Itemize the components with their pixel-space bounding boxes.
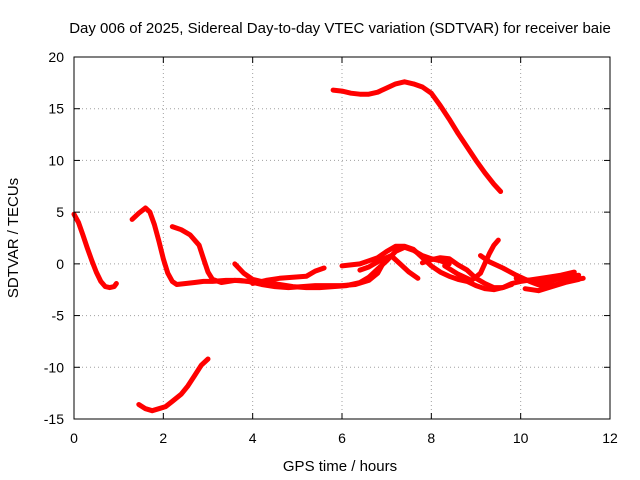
y-tick-label: 5 (56, 204, 64, 220)
y-tick-label: 15 (48, 101, 64, 117)
series-arc-8 (419, 255, 577, 291)
x-tick-label: 12 (602, 430, 618, 446)
x-tick-label: 6 (338, 430, 346, 446)
x-tick-label: 2 (159, 430, 167, 446)
y-tick-label: 10 (48, 152, 64, 168)
chart-title: Day 006 of 2025, Sidereal Day-to-day VTE… (69, 20, 611, 37)
x-tick-label: 10 (513, 430, 529, 446)
x-axis-title: GPS time / hours (283, 458, 397, 475)
y-tick-label: -15 (44, 411, 64, 427)
y-tick-label: 0 (56, 256, 64, 272)
series-arc-14 (136, 356, 211, 414)
tick-layer: 0 2 4 6 8 10 12 -15 -10 -5 0 5 10 15 20 (44, 49, 618, 446)
series-layer (71, 79, 586, 414)
x-tick-label: 8 (427, 430, 435, 446)
grid-layer (74, 57, 610, 419)
series-arc-11 (513, 272, 582, 285)
series-arc-12 (522, 276, 582, 294)
series-arc-2 (129, 205, 251, 287)
series-arc-9 (442, 237, 501, 283)
series-arc-1 (71, 211, 119, 291)
y-tick-label: -5 (52, 308, 65, 324)
x-tick-label: 0 (70, 430, 78, 446)
series-arc-13 (330, 79, 504, 194)
x-tick-label: 4 (249, 430, 257, 446)
y-tick-label: -10 (44, 359, 64, 375)
y-axis-title: SDTVAR / TECUs (5, 178, 22, 298)
series-arc-7 (357, 253, 421, 281)
series-arc-5 (250, 265, 327, 286)
y-tick-label: 20 (48, 49, 64, 65)
